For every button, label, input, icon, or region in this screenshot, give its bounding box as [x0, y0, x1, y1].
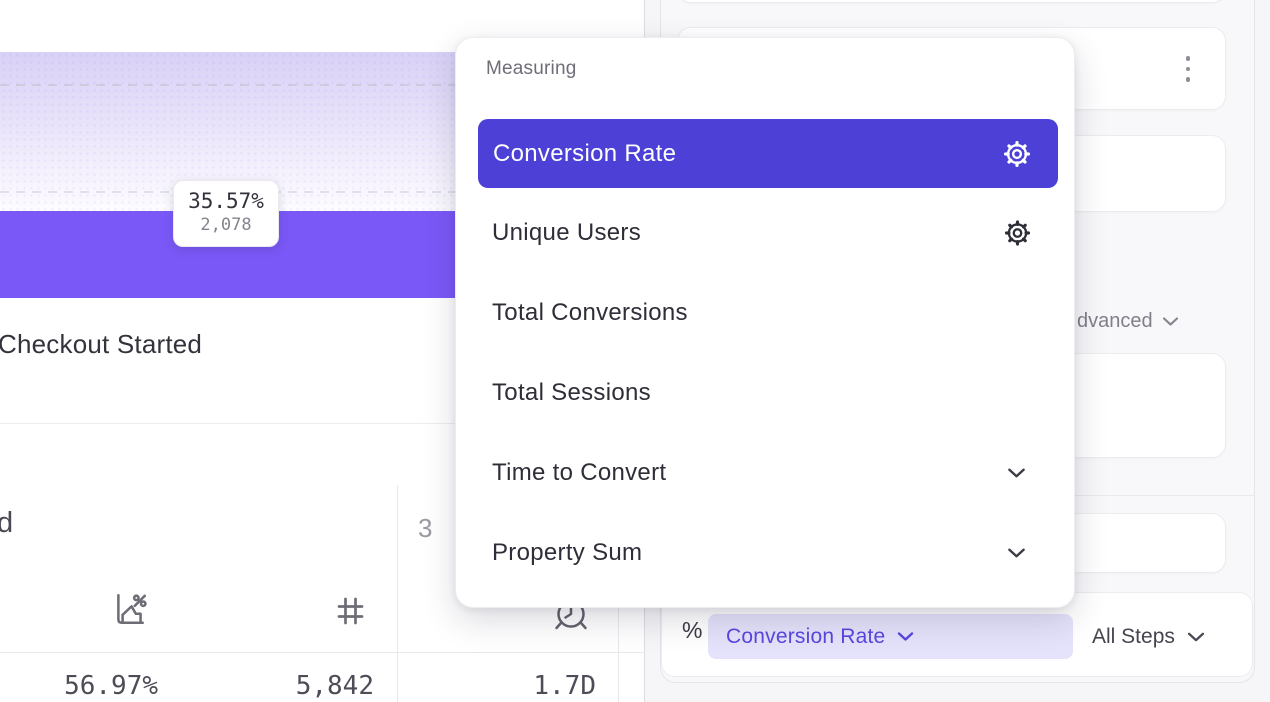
table-step-number-truncated: 3	[418, 513, 433, 543]
builder-card-top	[677, 0, 1226, 3]
menu-item-unique-users[interactable]: Unique Users	[478, 211, 1058, 255]
advanced-toggle[interactable]: dvanced	[1077, 310, 1179, 333]
menu-item-label: Property Sum	[492, 539, 643, 566]
kebab-menu-icon[interactable]	[1176, 50, 1200, 88]
tooltip-conversion-rate: 35.57%	[188, 189, 264, 213]
dropdown-section-label: Measuring	[486, 58, 577, 79]
chevron-down-icon	[898, 632, 914, 641]
menu-item-label: Time to Convert	[492, 459, 667, 486]
chevron-down-icon	[1187, 632, 1204, 641]
menu-item-conversion-rate[interactable]: Conversion Rate	[478, 119, 1058, 188]
table-column-divider	[397, 485, 398, 702]
table-cell-conversion-rate: 56.97%	[64, 671, 158, 701]
menu-item-label: Conversion Rate	[493, 139, 677, 167]
gear-icon[interactable]	[1003, 219, 1032, 248]
percent-symbol: %	[682, 617, 703, 643]
table-row-divider	[0, 652, 645, 653]
steps-selector-button[interactable]: All Steps	[1092, 614, 1205, 659]
chevron-down-icon	[1007, 547, 1026, 559]
measurement-chip-label: Conversion Rate	[726, 624, 886, 648]
menu-item-total-conversions[interactable]: Total Conversions	[478, 291, 1058, 335]
steps-selector-label: All Steps	[1092, 624, 1175, 648]
chevron-down-icon	[1007, 467, 1026, 479]
section-divider	[0, 423, 645, 424]
table-cell-avg-time: 1.7D	[533, 671, 596, 701]
count-icon	[337, 597, 364, 625]
funnel-tooltip: 35.57% 2,078	[173, 180, 279, 247]
table-cell-count: 5,842	[295, 671, 374, 701]
table-step-label-truncated: d	[0, 507, 14, 539]
measurement-chip-button[interactable]: Conversion Rate	[708, 614, 1073, 659]
menu-item-total-sessions[interactable]: Total Sessions	[478, 371, 1058, 415]
advanced-label: dvanced	[1077, 310, 1153, 332]
menu-item-label: Unique Users	[492, 219, 641, 246]
menu-item-property-sum[interactable]: Property Sum	[478, 531, 1058, 575]
funnel-step-label: Checkout Started	[0, 329, 203, 359]
menu-item-label: Total Sessions	[492, 379, 651, 406]
menu-item-time-to-convert[interactable]: Time to Convert	[478, 451, 1058, 495]
menu-item-label: Total Conversions	[492, 299, 688, 326]
conversion-rate-icon	[117, 594, 147, 624]
gridline-dashed-top	[0, 84, 645, 86]
gear-icon[interactable]	[1002, 139, 1032, 169]
gridline-dashed-bottom	[0, 191, 645, 193]
measuring-dropdown: Measuring Conversion Rate Unique Users	[455, 37, 1075, 608]
tooltip-count: 2,078	[200, 215, 252, 235]
chevron-down-icon	[1162, 317, 1178, 326]
